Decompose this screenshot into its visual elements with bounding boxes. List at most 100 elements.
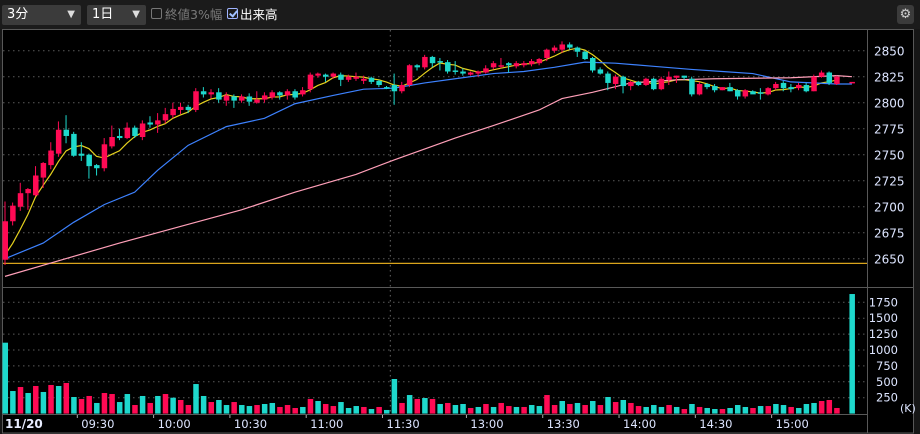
volume-tick-label: 1500: [869, 311, 898, 325]
interval-value: 3分: [7, 7, 29, 22]
candle-body: [681, 75, 688, 78]
volume-bar: [551, 405, 558, 414]
candle-body: [498, 65, 504, 67]
volume-bar: [597, 405, 604, 414]
volume-tick-label: 250: [876, 391, 898, 405]
candle-body: [101, 144, 108, 169]
time-tick-label: 14:00: [623, 417, 656, 431]
volume-bar: [742, 406, 749, 414]
volume-bar: [147, 402, 153, 414]
volume-bar: [277, 406, 283, 414]
volume-bar: [101, 392, 108, 414]
volume-label[interactable]: 出来高: [240, 7, 278, 22]
candle-body: [734, 90, 741, 97]
candle-body: [612, 76, 619, 84]
volume-bar: [712, 409, 718, 414]
candle-body: [452, 70, 459, 72]
volume-bar: [261, 403, 268, 414]
volume-bar: [429, 398, 436, 414]
volume-bar: [490, 406, 497, 414]
price-tick-label: 2825: [874, 71, 905, 85]
candle-body: [193, 91, 199, 110]
volume-bar: [307, 398, 314, 414]
candle-body: [48, 150, 54, 166]
volume-checkbox[interactable]: [227, 8, 238, 19]
candle-body: [818, 72, 825, 77]
candle-body: [353, 76, 359, 79]
candle-body: [467, 72, 474, 75]
candle-body: [300, 90, 306, 95]
volume-tick-label: 750: [876, 359, 898, 373]
time-tick-label: 10:00: [158, 417, 191, 431]
candle-body: [33, 175, 39, 196]
volume-bar: [399, 402, 405, 414]
volume-bar: [521, 406, 527, 414]
price-tick-label: 2850: [874, 45, 905, 59]
candle-body: [658, 78, 665, 90]
volume-bar: [376, 406, 382, 414]
candle-body: [254, 99, 260, 103]
candle-body: [10, 205, 16, 222]
volume-bar: [94, 402, 100, 414]
time-tick-label: 13:00: [470, 417, 503, 431]
time-tick-label: 11:30: [387, 417, 420, 431]
period-dropdown[interactable]: 1日 ▼: [87, 5, 146, 25]
volume-bar: [849, 294, 855, 414]
volume-bar: [216, 399, 222, 414]
ma-mid-line: [4, 61, 852, 260]
candle-body: [307, 74, 314, 90]
volume-bar: [86, 395, 92, 414]
candle-body: [803, 85, 810, 92]
volume-bar: [628, 402, 634, 414]
close-3pct-label[interactable]: 終値3%幅: [165, 7, 223, 22]
candle-body: [391, 85, 398, 92]
candle-body: [399, 85, 405, 92]
volume-bar: [803, 403, 810, 414]
volume-bar: [673, 406, 680, 414]
candle-body: [78, 153, 85, 156]
volume-bar: [269, 402, 276, 414]
candle-body: [86, 154, 92, 167]
volume-bar: [223, 405, 230, 414]
candle-body: [208, 92, 215, 95]
candle-body: [750, 91, 756, 95]
candle-body: [445, 62, 451, 72]
volume-bar: [719, 409, 726, 414]
volume-bar: [811, 402, 817, 414]
volume-bar: [353, 406, 359, 414]
candle-body: [17, 193, 24, 207]
interval-dropdown[interactable]: 3分 ▼: [2, 5, 81, 25]
candle-body: [849, 81, 855, 84]
volume-tick-label: 500: [876, 375, 898, 389]
candle-body: [368, 77, 375, 82]
candle-body: [536, 59, 543, 64]
volume-bar: [513, 406, 520, 414]
volume-bar: [322, 403, 329, 414]
candle-body: [605, 73, 611, 83]
candle-body: [55, 129, 62, 154]
settings-button[interactable]: ⚙: [897, 5, 914, 24]
volume-bar: [193, 384, 199, 414]
candle-body: [322, 74, 329, 77]
candle-body: [414, 65, 421, 68]
candle-body: [384, 87, 390, 89]
volume-bar: [246, 406, 253, 414]
candle-body: [757, 92, 764, 94]
gear-icon: ⚙: [899, 7, 912, 22]
volume-bar: [780, 405, 787, 414]
volume-unit-label: (K): [900, 402, 916, 415]
volume-bar: [818, 401, 825, 414]
volume-bar: [765, 406, 771, 414]
volume-bar: [48, 384, 54, 414]
volume-bar: [384, 409, 390, 414]
chevron-down-icon: ▼: [132, 9, 140, 20]
volume-bar: [254, 405, 260, 414]
candle-body: [521, 63, 527, 66]
close-3pct-checkbox[interactable]: [151, 8, 162, 19]
volume-bar: [422, 398, 428, 414]
candle-body: [620, 76, 627, 87]
candle-body: [162, 114, 169, 121]
volume-bar: [834, 408, 840, 414]
volume-bar: [414, 398, 421, 414]
